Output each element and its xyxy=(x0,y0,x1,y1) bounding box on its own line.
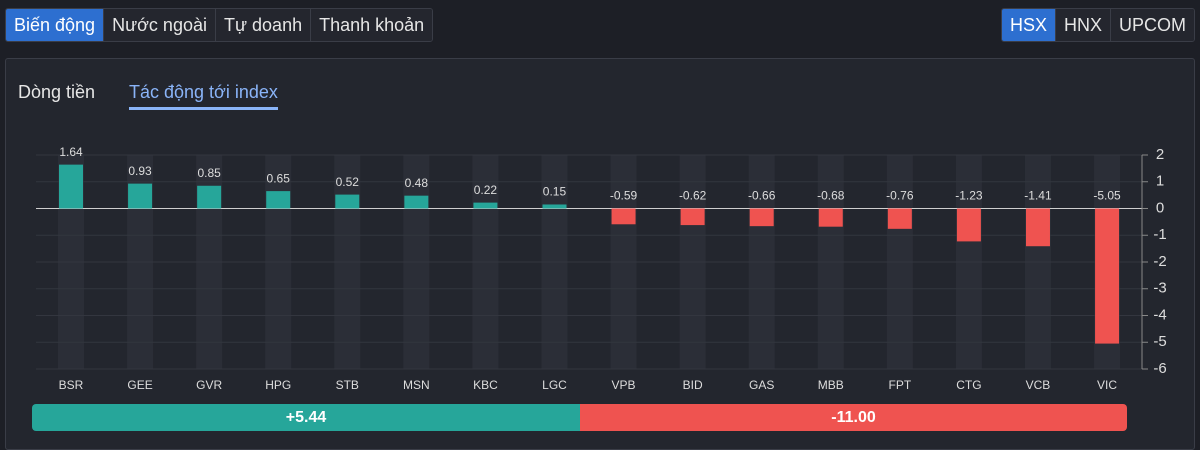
exchange-tab[interactable]: UPCOM xyxy=(1111,9,1194,41)
bar xyxy=(749,208,774,227)
y-tick-label: -4 xyxy=(1153,306,1166,323)
bar xyxy=(887,208,912,229)
y-tick-label: -2 xyxy=(1153,253,1166,270)
bar xyxy=(542,204,567,209)
bar xyxy=(1095,208,1120,344)
bar xyxy=(473,202,498,209)
y-tick-label: -5 xyxy=(1153,333,1166,350)
value-label: -0.76 xyxy=(886,189,914,203)
exchange-tab[interactable]: HNX xyxy=(1055,9,1111,41)
value-label: -0.66 xyxy=(748,189,776,203)
negative-total: -11.00 xyxy=(580,404,1127,431)
bar xyxy=(266,191,291,209)
bar xyxy=(404,195,429,209)
tab[interactable]: Biến động xyxy=(6,9,105,41)
value-label: -1.23 xyxy=(955,189,983,203)
value-label: 0.22 xyxy=(474,183,498,197)
value-label: -5.05 xyxy=(1093,189,1121,203)
bar xyxy=(335,194,360,209)
y-tick-label: 1 xyxy=(1156,173,1164,190)
tab[interactable]: Nước ngoài xyxy=(104,9,216,41)
x-tick-label: HPG xyxy=(265,378,291,392)
x-tick-label: BID xyxy=(683,378,703,392)
x-tick-label: VIC xyxy=(1097,378,1117,392)
value-label: 0.85 xyxy=(197,166,221,180)
x-tick-label: KBC xyxy=(473,378,498,392)
x-tick-label: MBB xyxy=(818,378,844,392)
x-tick-label: MSN xyxy=(403,378,430,392)
x-tick-label: FPT xyxy=(889,378,912,392)
value-label: 0.65 xyxy=(267,171,291,185)
y-tick-label: 2 xyxy=(1156,146,1164,163)
subtab[interactable]: Tác động tới index xyxy=(129,82,278,110)
bar xyxy=(128,183,153,209)
page: Biến động Nước ngoài Tự doanh Thanh khoả… xyxy=(5,8,1195,450)
bar xyxy=(818,208,843,227)
y-tick-label: -3 xyxy=(1153,280,1166,297)
value-label: 0.48 xyxy=(405,176,429,190)
exchange-tab[interactable]: HSX xyxy=(1001,9,1056,41)
exchange-tabs: HSX HNX UPCOM xyxy=(1000,8,1195,42)
tab[interactable]: Tự doanh xyxy=(215,9,312,41)
y-tick-label: 0 xyxy=(1156,199,1164,216)
value-label: -0.59 xyxy=(610,189,638,203)
x-tick-label: BSR xyxy=(59,378,84,392)
x-tick-label: GEE xyxy=(127,378,152,392)
bar xyxy=(956,208,981,242)
y-tick-label: -1 xyxy=(1153,226,1166,243)
value-label: 0.52 xyxy=(336,175,360,189)
value-label: 0.93 xyxy=(128,164,152,178)
x-tick-label: GAS xyxy=(749,378,774,392)
tab[interactable]: Thanh khoản xyxy=(311,9,433,41)
x-tick-label: GVR xyxy=(196,378,222,392)
subtab[interactable]: Dòng tiền xyxy=(18,82,96,102)
x-tick-label: LGC xyxy=(542,378,567,392)
chart: -6 -5 -4 -3 -2 -1 0 1 2 BSR 1.64 GEE 0.93 GVR 0.85 HPG 0… xyxy=(36,145,1167,392)
bar xyxy=(680,208,705,226)
x-tick-label: STB xyxy=(336,378,359,392)
value-label: -1.41 xyxy=(1024,189,1052,203)
positive-total: +5.44 xyxy=(32,404,580,431)
view-tabs: Biến động Nước ngoài Tự doanh Thanh khoả… xyxy=(5,8,434,42)
value-label: 0.15 xyxy=(543,185,567,199)
bar xyxy=(611,208,636,225)
value-label: 1.64 xyxy=(59,145,83,159)
bar xyxy=(197,185,222,209)
x-tick-label: CTG xyxy=(956,378,981,392)
value-label: -0.62 xyxy=(679,189,707,203)
bar xyxy=(59,164,83,209)
bar xyxy=(1025,208,1050,247)
value-label: -0.68 xyxy=(817,189,845,203)
y-tick-label: -6 xyxy=(1153,360,1166,377)
x-tick-label: VCB xyxy=(1026,378,1051,392)
x-tick-label: VPB xyxy=(612,378,636,392)
